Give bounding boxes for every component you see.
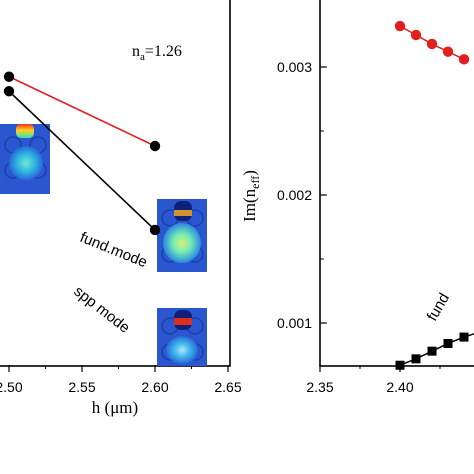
right-point-spp — [458, 54, 470, 65]
right-y-axis-title-end: ) — [240, 170, 259, 176]
na-annotation: na=1.26 — [132, 43, 182, 63]
right-point-fund — [411, 354, 421, 364]
right-series — [394, 20, 474, 370]
right-x-tick-label: 2.35 — [306, 379, 333, 395]
left-point-spp — [149, 224, 161, 236]
mode-field-profile-top-left — [0, 124, 50, 194]
right-point-spp — [394, 20, 406, 32]
mode-field-profile-right-upper — [157, 199, 207, 272]
right-y-axis-title-main: Im(n — [240, 188, 259, 222]
left-x-tick-label: 2.50 — [0, 379, 23, 395]
right-panel: 0.001 0.002 0.003 2.35 2.40 fund Im(neff) — [240, 0, 474, 395]
right-point-fund — [459, 332, 469, 342]
left-series-line-fund — [8, 75, 156, 147]
right-point-fund — [427, 346, 437, 356]
right-y-tick-label: 0.001 — [277, 315, 312, 331]
left-series-line-spp — [8, 90, 156, 231]
right-point-fund — [443, 338, 453, 348]
spp-mode-annotation: spp mode — [71, 283, 133, 337]
left-x-tick-label: 2.55 — [68, 379, 95, 395]
left-point-spp — [3, 86, 15, 97]
right-y-axis-title-sub: eff — [248, 176, 262, 189]
right-x-axis-ticks: 2.35 2.40 — [306, 365, 441, 395]
left-series — [3, 71, 161, 236]
right-y-tick-label: 0.003 — [277, 59, 312, 75]
left-x-tick-label: 2.60 — [141, 379, 168, 395]
right-point-spp — [426, 38, 438, 50]
right-point-fund — [395, 360, 405, 370]
left-plot-frame — [0, 0, 231, 367]
fund-annotation: fund — [424, 290, 453, 324]
na-annotation-main: n — [132, 43, 140, 60]
left-point-fund — [3, 71, 15, 82]
left-x-axis-title: h (μm) — [92, 398, 138, 417]
na-annotation-rest: =1.26 — [145, 43, 182, 60]
right-y-axis-title: Im(neff) — [240, 170, 262, 222]
fund-mode-annotation: fund.mode — [78, 229, 150, 271]
right-point-spp — [442, 46, 454, 57]
left-panel: 2.50 2.55 2.60 2.65 — [0, 0, 242, 417]
na-annotation-sub: a — [140, 51, 145, 63]
left-point-fund — [149, 140, 161, 152]
mode-field-profile-right-lower — [157, 308, 207, 366]
right-point-spp — [410, 29, 422, 41]
left-x-tick-label: 2.65 — [214, 379, 241, 395]
right-y-tick-label: 0.002 — [277, 187, 312, 203]
right-x-tick-label: 2.40 — [386, 379, 413, 395]
right-y-axis-ticks: 0.001 0.002 0.003 — [277, 59, 327, 331]
left-x-axis-ticks: 2.50 2.55 2.60 2.65 — [0, 365, 242, 395]
